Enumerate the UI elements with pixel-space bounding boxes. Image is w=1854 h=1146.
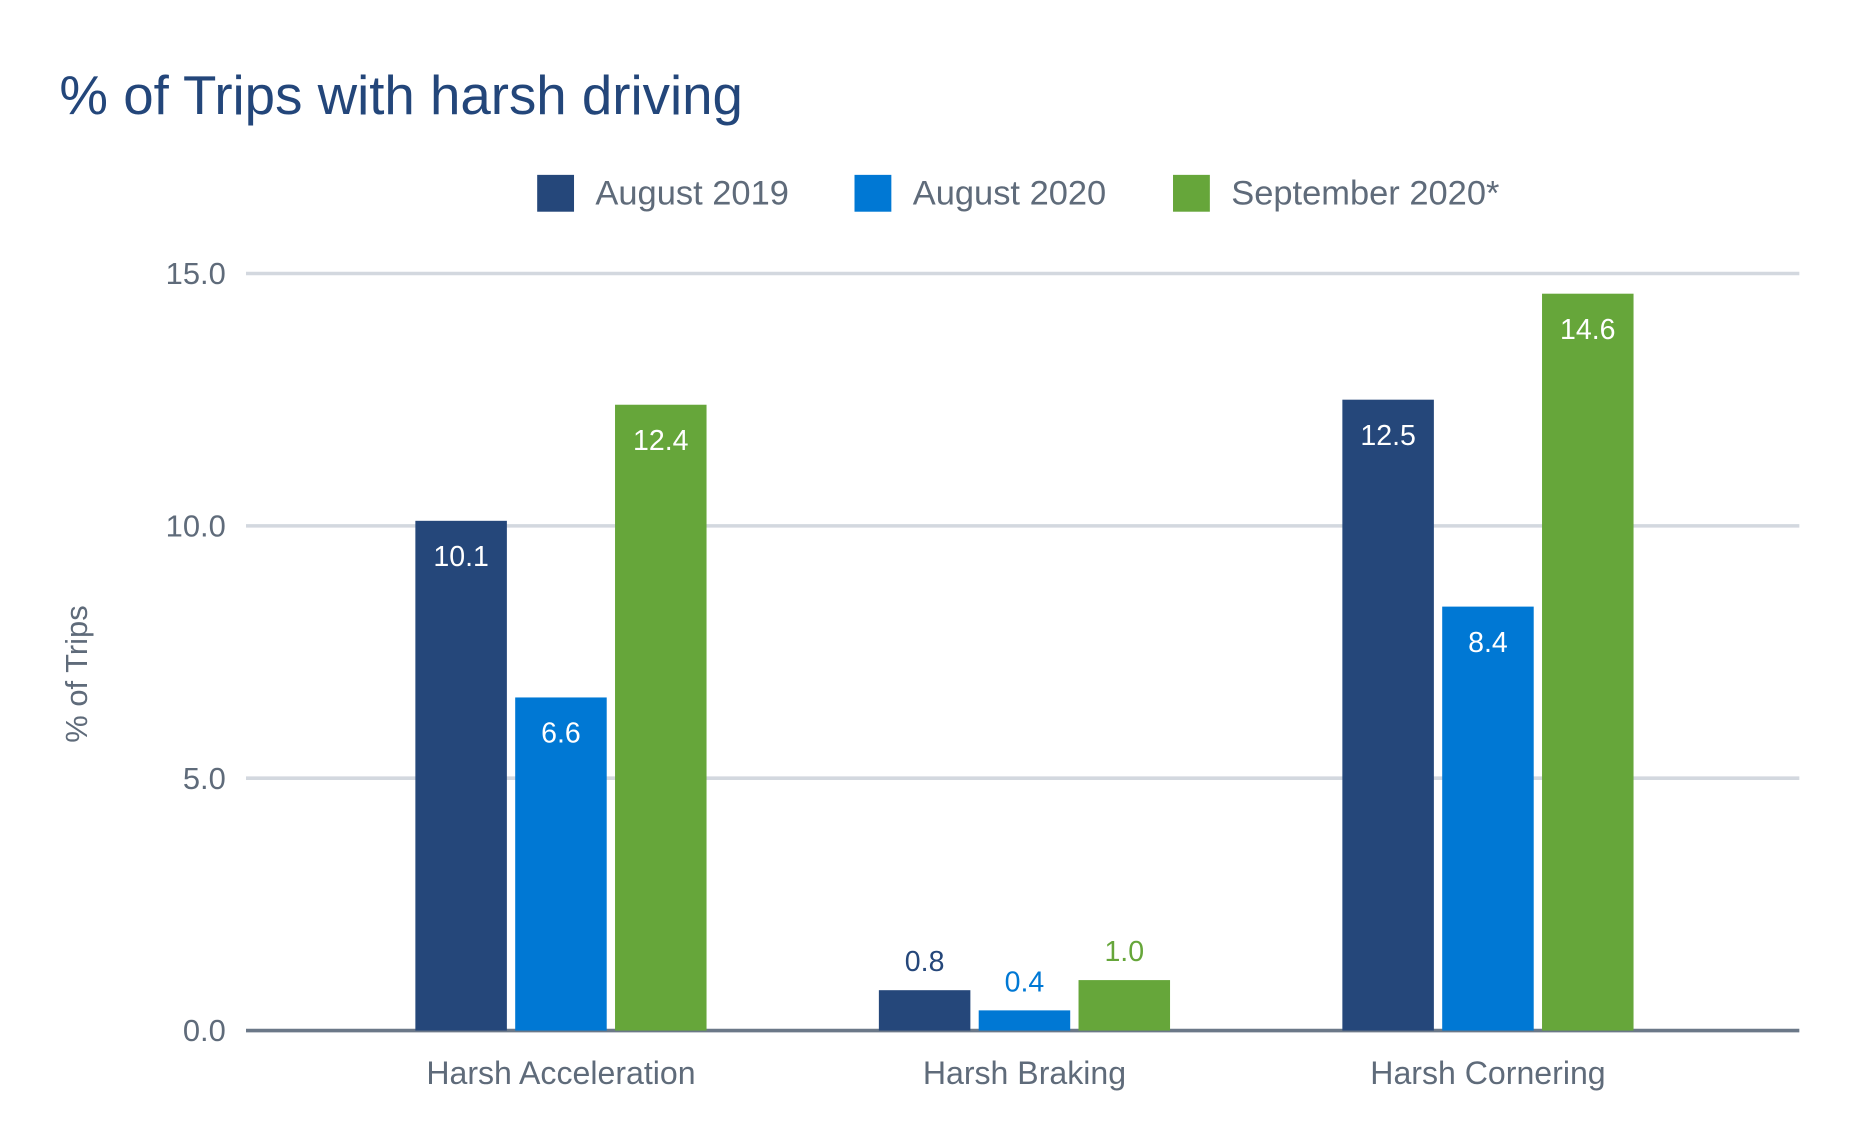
data-label: 12.5 [1360, 420, 1416, 452]
x-axis-labels: Harsh Acceleration Harsh Braking Harsh Cor… [426, 1055, 1605, 1091]
legend-swatch [854, 174, 892, 212]
data-label: 8.4 [1468, 627, 1508, 659]
data-label: 0.8 [905, 946, 945, 978]
x-tick-label: Harsh Acceleration [426, 1055, 695, 1091]
data-label: 14.6 [1560, 314, 1615, 346]
chart-title: % of Trips with harsh driving [59, 65, 742, 126]
data-label: 1.0 [1104, 936, 1144, 968]
bar [978, 1010, 1071, 1031]
y-tick-label: 10.0 [166, 509, 226, 544]
bar [415, 520, 507, 1031]
bar [1442, 606, 1534, 1031]
legend-label: August 2020 [913, 175, 1106, 213]
data-label: 6.6 [541, 718, 581, 750]
data-label: 10.1 [433, 541, 489, 573]
data-label: 12.4 [633, 425, 689, 457]
x-tick-label: Harsh Braking [923, 1055, 1126, 1091]
bar [515, 697, 607, 1031]
legend-label: August 2019 [595, 175, 788, 213]
y-tick-label: 5.0 [183, 761, 226, 796]
bar [615, 404, 707, 1031]
bar [1342, 399, 1434, 1031]
bar [1542, 293, 1634, 1031]
y-tick-label: 0.0 [183, 1013, 226, 1048]
legend: August 2019 August 2020 September 2020* [537, 175, 1499, 213]
y-axis-label: % of Trips [59, 605, 94, 742]
x-tick-label: Harsh Cornering [1370, 1055, 1605, 1091]
data-label: 0.4 [1005, 966, 1045, 998]
bar [878, 990, 971, 1031]
y-tick-label: 15.0 [166, 256, 226, 291]
legend-swatch [1173, 174, 1210, 212]
bar [1078, 980, 1171, 1031]
legend-swatch [537, 174, 575, 212]
legend-label: September 2020* [1231, 175, 1499, 213]
bars: 10.1 6.6 12.4 0.8 0.4 1.0 12.5 8.4 14.6 [415, 293, 1634, 1031]
